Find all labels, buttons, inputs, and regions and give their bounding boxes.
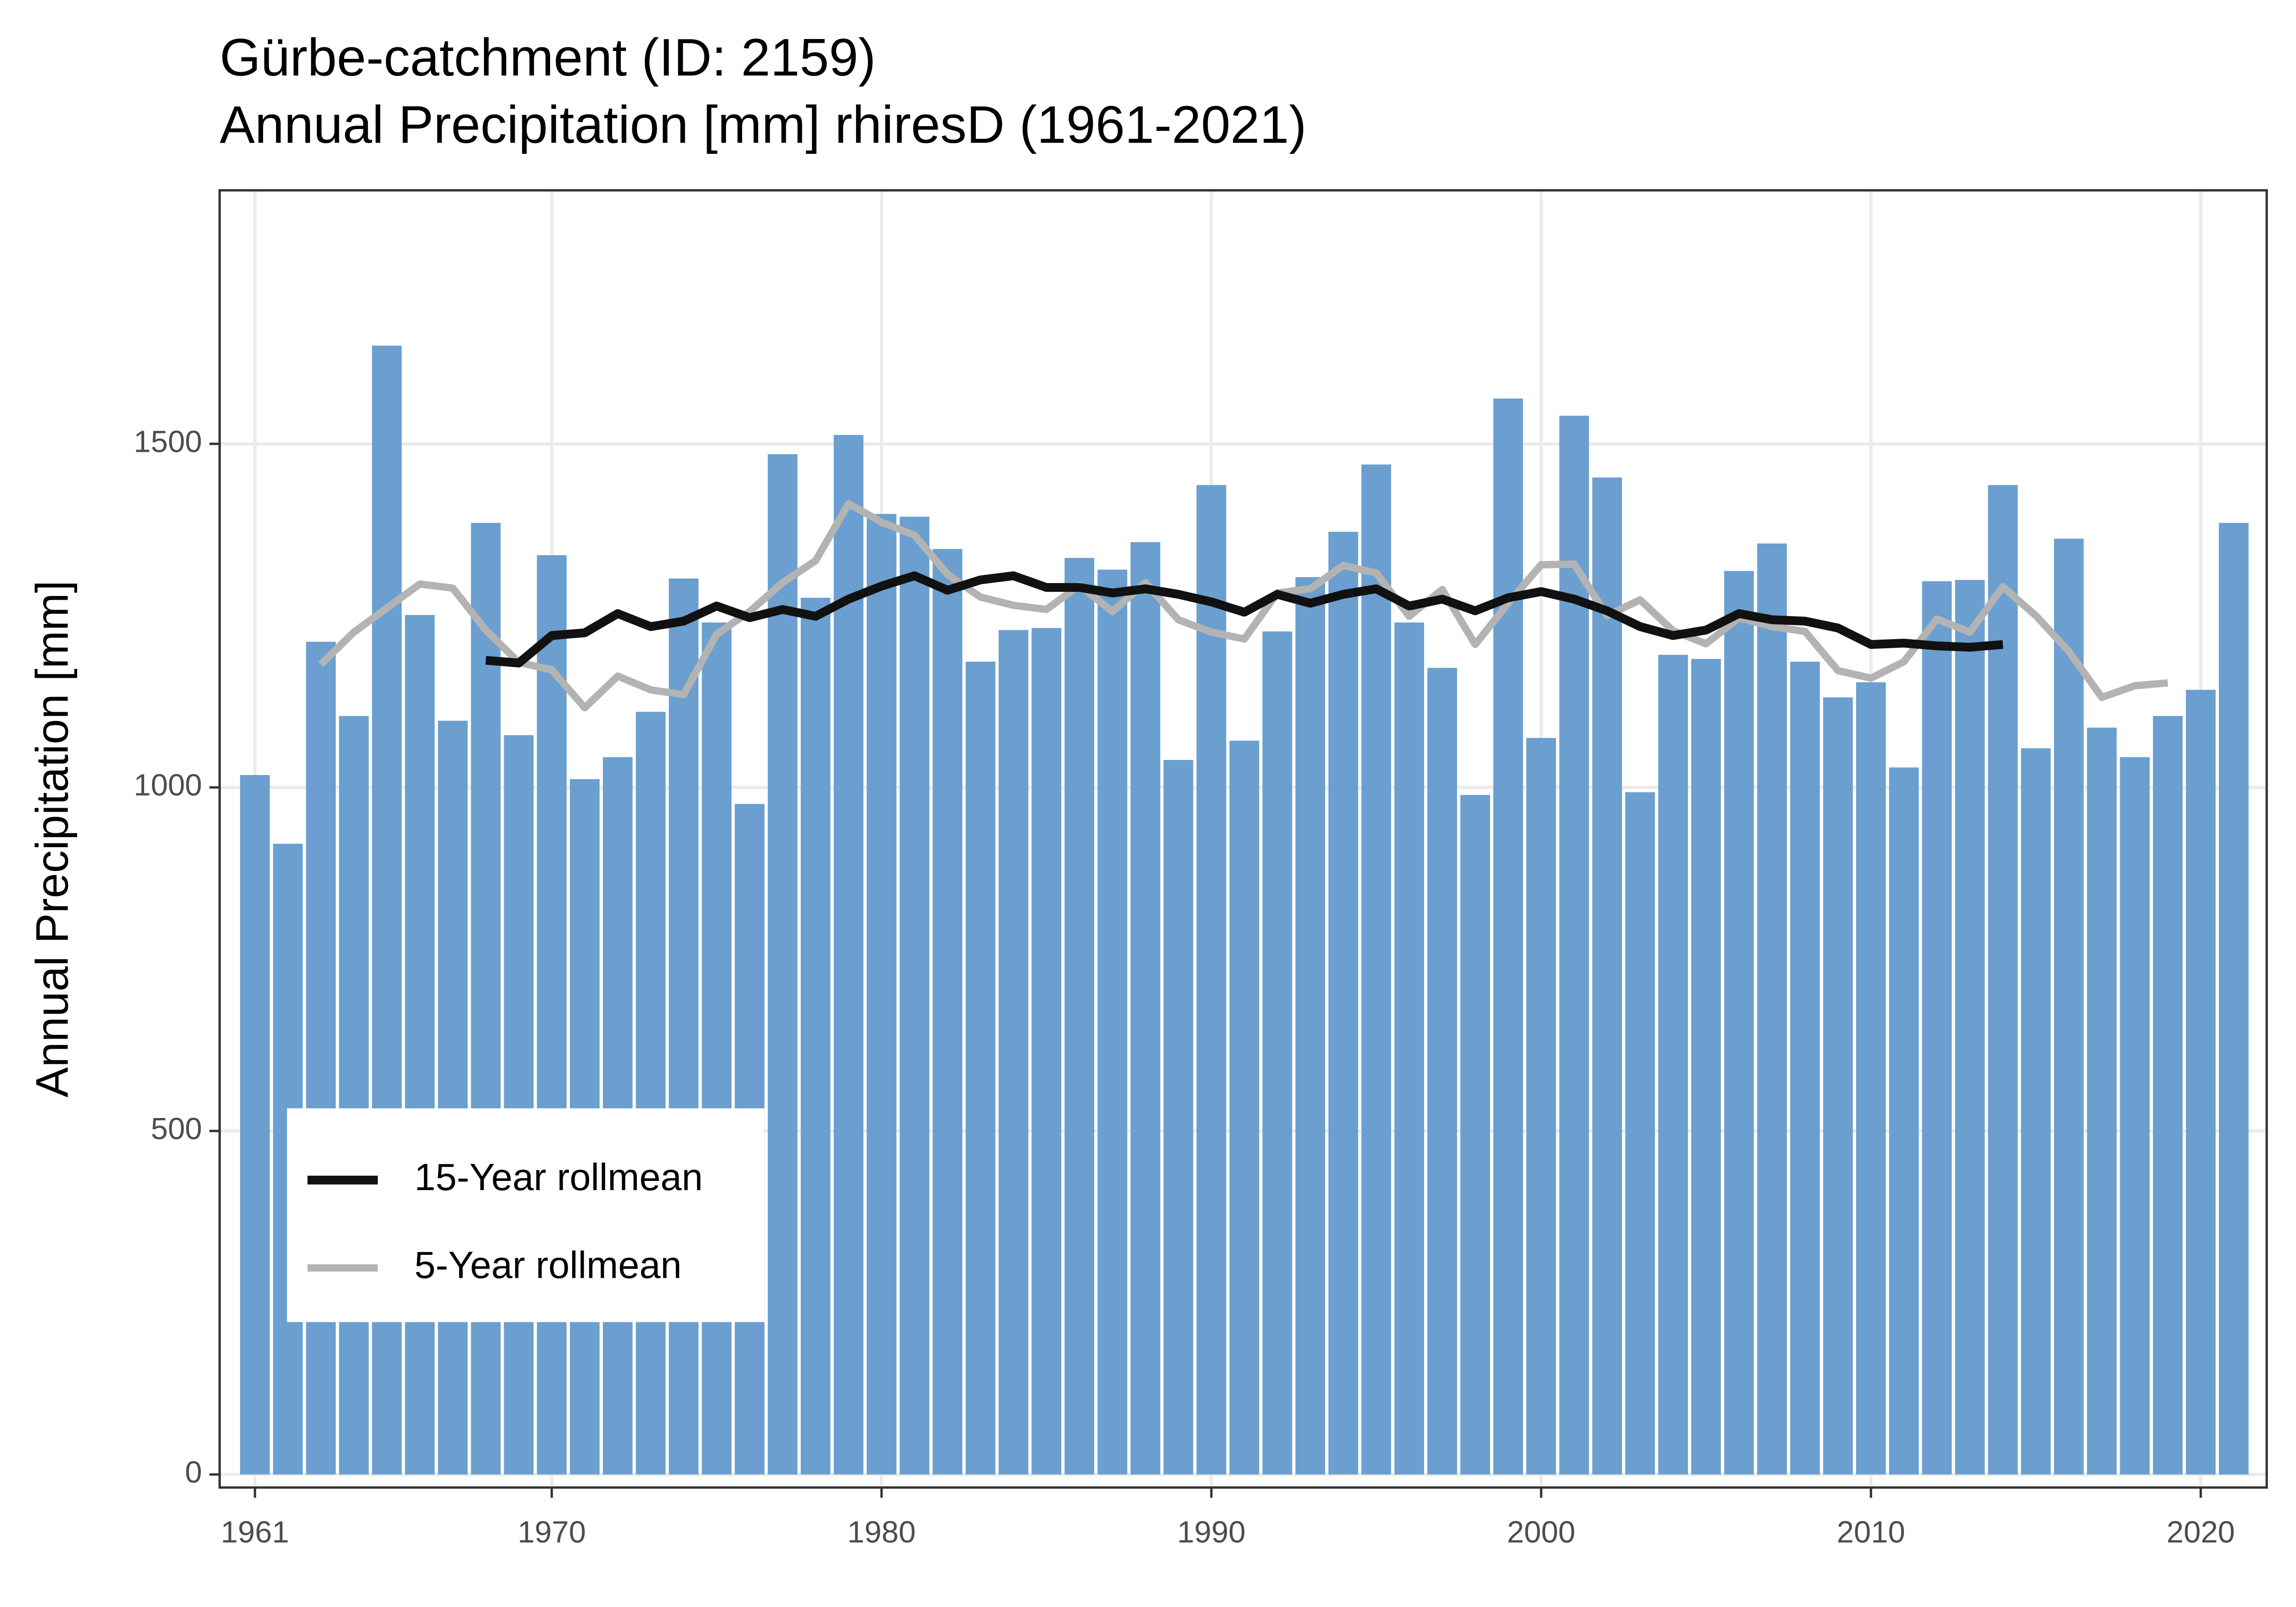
bar [2021,748,2051,1475]
bar [1724,571,1754,1475]
bar [636,712,666,1475]
x-tick-label: 1961 [221,1515,289,1550]
bar [1394,622,1424,1475]
bar [1361,464,1391,1475]
bar [2186,690,2216,1475]
bar [2054,539,2084,1475]
chart-title: Gürbe-catchment (ID: 2159) [219,28,876,87]
bar [1592,478,1622,1475]
legend-label: 5-Year rollmean [414,1243,681,1286]
bar [1163,760,1193,1475]
bar [1229,741,1260,1475]
y-tick-label: 0 [185,1455,202,1489]
bar [933,549,962,1475]
bar [900,517,929,1475]
bar [800,597,831,1475]
bar [1064,558,1095,1475]
y-axis-label: Annual Precipitation [mm] [27,580,77,1097]
y-tick-label: 500 [151,1112,202,1146]
x-tick-label: 1980 [847,1515,916,1550]
y-tick-label: 1500 [134,424,202,459]
rollmean-line [318,500,2168,712]
bar [1031,628,1062,1475]
bar [1460,795,1490,1475]
bar [998,630,1029,1475]
bar [537,555,567,1475]
bar [2153,716,2183,1475]
bar [1823,697,1853,1475]
bar [702,622,732,1475]
bar [471,523,501,1475]
bar [1922,581,1952,1475]
x-tick-label: 2010 [1837,1515,1905,1550]
bar [1262,631,1292,1475]
x-tick-label: 1970 [518,1515,586,1550]
bar [1955,580,1985,1475]
legend-box [287,1108,765,1322]
bar [1328,532,1358,1475]
bar [2219,523,2249,1475]
bar [1493,398,1523,1475]
bar [438,720,468,1475]
bar [1427,668,1458,1475]
bar [1658,655,1688,1475]
bar [867,514,897,1475]
bar [669,579,699,1475]
bar [405,615,435,1475]
bar [2120,757,2150,1475]
bar [2087,727,2117,1475]
bar [965,662,996,1475]
bar [339,716,369,1475]
bar [1097,569,1127,1475]
bar [1295,577,1325,1475]
bar [1988,485,2018,1475]
bar [240,775,270,1475]
bar [767,454,798,1475]
bar [1691,659,1721,1475]
bar [1625,792,1655,1475]
bar [1889,767,1919,1475]
legend-label: 15-Year rollmean [414,1156,703,1198]
bar [1790,662,1820,1475]
rollmean-line [485,571,2003,668]
x-tick-label: 2020 [2167,1515,2235,1550]
bar [1559,416,1589,1475]
bar [306,641,336,1475]
bar [504,735,534,1475]
bar [1856,682,1886,1475]
y-tick-label: 1000 [134,768,202,803]
bar [1526,738,1556,1475]
panel-border [218,189,2268,1489]
bar [1196,485,1227,1475]
chart-subtitle: Annual Precipitation [mm] rhiresD (1961-… [219,96,1306,154]
bar [1757,543,1787,1475]
x-tick-label: 2000 [1507,1515,1576,1550]
x-tick-label: 1990 [1177,1515,1245,1550]
bar [1131,542,1160,1475]
